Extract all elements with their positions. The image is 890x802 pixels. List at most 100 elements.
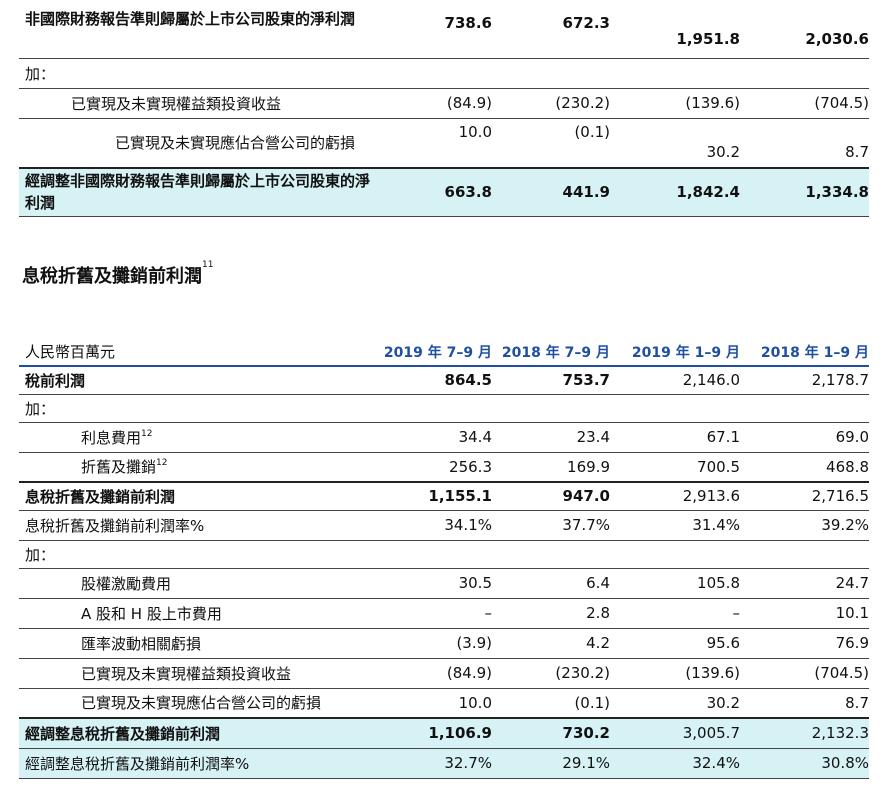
- cell: 30.2: [706, 693, 740, 712]
- cell: 663.8: [379, 167, 492, 217]
- cell: 39.2%: [740, 510, 869, 541]
- row-label: 折舊及攤銷12: [19, 452, 359, 482]
- cell: –: [610, 598, 740, 629]
- row-label: 匯率波動相關虧損: [19, 628, 359, 659]
- cell: 30.5: [359, 568, 492, 599]
- cell: 67.1: [610, 422, 740, 453]
- table-row: 息稅折舊及攤銷前利潤率% 34.1% 37.7% 31.4% 39.2%: [19, 510, 869, 541]
- cell: 700.5: [697, 457, 740, 476]
- cell: 30.2: [610, 117, 740, 168]
- cell: –: [359, 598, 492, 629]
- cell: 8.7: [740, 117, 869, 168]
- cell: 30.8%: [740, 748, 869, 779]
- cell: 947.0: [492, 481, 610, 511]
- table-row: 匯率波動相關虧損 (3.9) 4.2 95.6 76.9: [19, 628, 869, 659]
- cell: 8.7: [845, 693, 869, 712]
- cell: 2,178.7: [740, 366, 869, 395]
- column-header: 2019 年 7–9 月: [359, 338, 492, 367]
- cell: 738.6: [444, 14, 492, 32]
- cell: (0.1): [574, 693, 610, 712]
- cell: 864.5: [359, 366, 492, 395]
- table-row: 已實現及未實現權益類投資收益 (84.9) (230.2) (139.6) (7…: [19, 658, 869, 689]
- adjusted-net-profit-table: 非國際財務報告準則歸屬於上市公司股東的淨利潤 738.6 672.3 1,951…: [19, 0, 869, 217]
- table-row: 已實現及未實現應佔合營公司的虧損 10.0 (0.1) 30.2 8.7: [19, 688, 869, 718]
- row-label-text: 利息費用: [81, 428, 142, 447]
- cell: 69.0: [740, 422, 869, 453]
- cell: 753.7: [492, 366, 610, 395]
- cell: 1,106.9: [359, 717, 492, 749]
- cell: 1,842.4: [610, 167, 740, 217]
- cell: 730.2: [492, 717, 610, 749]
- row-label: 經調整息稅折舊及攤銷前利潤率%: [19, 748, 359, 779]
- table-row: 非國際財務報告準則歸屬於上市公司股東的淨利潤 738.6 672.3 1,951…: [19, 0, 869, 58]
- table-row: A 股和 H 股上市費用 – 2.8 – 10.1: [19, 598, 869, 629]
- cell: (230.2): [492, 658, 610, 689]
- cell: (704.5): [740, 87, 869, 118]
- table-row: 加：: [19, 57, 869, 88]
- row-label: 經調整息稅折舊及攤銷前利潤: [19, 717, 359, 749]
- table-row: 加：: [19, 540, 869, 569]
- cell: (230.2): [492, 87, 610, 118]
- table-row: 經調整息稅折舊及攤銷前利潤 1,106.9 730.2 3,005.7 2,13…: [19, 717, 869, 749]
- cell: 1,951.8: [676, 29, 740, 48]
- cell: 34.1%: [359, 510, 492, 541]
- table-row: 息稅折舊及攤銷前利潤 1,155.1 947.0 2,913.6 2,716.5: [19, 481, 869, 511]
- footnote-marker: 11: [202, 260, 214, 270]
- cell: 6.4: [492, 568, 610, 599]
- cell: 24.7: [740, 568, 869, 599]
- column-header: 2018 年 1–9 月: [740, 338, 869, 367]
- cell: 105.8: [610, 568, 740, 599]
- row-label-text: 折舊及攤銷: [81, 458, 157, 477]
- table-row: 加：: [19, 394, 869, 423]
- footnote-marker: 12: [141, 428, 153, 439]
- cell: (3.9): [359, 628, 492, 659]
- cell: (84.9): [379, 87, 492, 118]
- cell: 2,716.5: [740, 481, 869, 511]
- cell: 4.2: [492, 628, 610, 659]
- column-header: 2019 年 1–9 月: [610, 338, 740, 367]
- row-label: 加：: [19, 394, 869, 423]
- row-label-text: 已實現及未實現應佔合營公司的虧損: [115, 133, 356, 152]
- cell: (704.5): [740, 658, 869, 689]
- cell: 169.9: [567, 457, 610, 476]
- row-label: 已實現及未實現應佔合營公司的虧損: [81, 694, 322, 713]
- cell: 2,132.3: [740, 717, 869, 749]
- cell: 1,155.1: [359, 481, 492, 511]
- table-row: 利息費用12 34.4 23.4 67.1 69.0: [19, 422, 869, 453]
- cell: 37.7%: [492, 510, 610, 541]
- cell: 34.4: [359, 422, 492, 453]
- cell: (139.6): [610, 87, 740, 118]
- cell: (0.1): [492, 117, 610, 168]
- cell: 31.4%: [610, 510, 740, 541]
- ebitda-table: 人民幣百萬元 2019 年 7–9 月 2018 年 7–9 月 2019 年 …: [19, 338, 869, 779]
- row-label: A 股和 H 股上市費用: [19, 598, 359, 629]
- cell: 10.0: [379, 117, 492, 168]
- section-title-text: 息稅折舊及攤銷前利潤: [22, 266, 202, 287]
- footnote-marker: 12: [156, 458, 168, 469]
- cell: 32.4%: [610, 748, 740, 779]
- table-row: 折舊及攤銷12 256.3 169.9 700.5 468.8: [19, 452, 869, 482]
- cell: 10.1: [740, 598, 869, 629]
- cell: 32.7%: [359, 748, 492, 779]
- table-header: 人民幣百萬元 2019 年 7–9 月 2018 年 7–9 月 2019 年 …: [19, 338, 869, 367]
- row-label: 息稅折舊及攤銷前利潤率%: [19, 510, 359, 541]
- unit-label: 人民幣百萬元: [19, 338, 359, 367]
- row-label: 加：: [19, 57, 869, 88]
- row-label: 稅前利潤: [19, 366, 359, 395]
- row-label: 股權激勵費用: [19, 568, 359, 599]
- table-row: 已實現及未實現應佔合營公司的虧損 10.0 (0.1) 30.2 8.7: [19, 117, 869, 168]
- cell: 95.6: [610, 628, 740, 659]
- cell: 256.3: [449, 457, 492, 476]
- cell: 468.8: [826, 457, 869, 476]
- section-title: 息稅折舊及攤銷前利潤11: [22, 260, 214, 288]
- row-label: 加：: [19, 540, 869, 569]
- row-label: 非國際財務報告準則歸屬於上市公司股東的淨利潤: [25, 10, 356, 28]
- cell: 76.9: [740, 628, 869, 659]
- row-label: 已實現及未實現權益類投資收益: [19, 658, 359, 689]
- cell: 441.9: [492, 167, 610, 217]
- cell: 2.8: [492, 598, 610, 629]
- row-label: 息稅折舊及攤銷前利潤: [19, 481, 359, 511]
- row-label: 經調整非國際財務報告準則歸屬於上市公司股東的淨利潤: [19, 167, 379, 217]
- cell: 2,913.6: [610, 481, 740, 511]
- row-label: 利息費用12: [19, 422, 359, 453]
